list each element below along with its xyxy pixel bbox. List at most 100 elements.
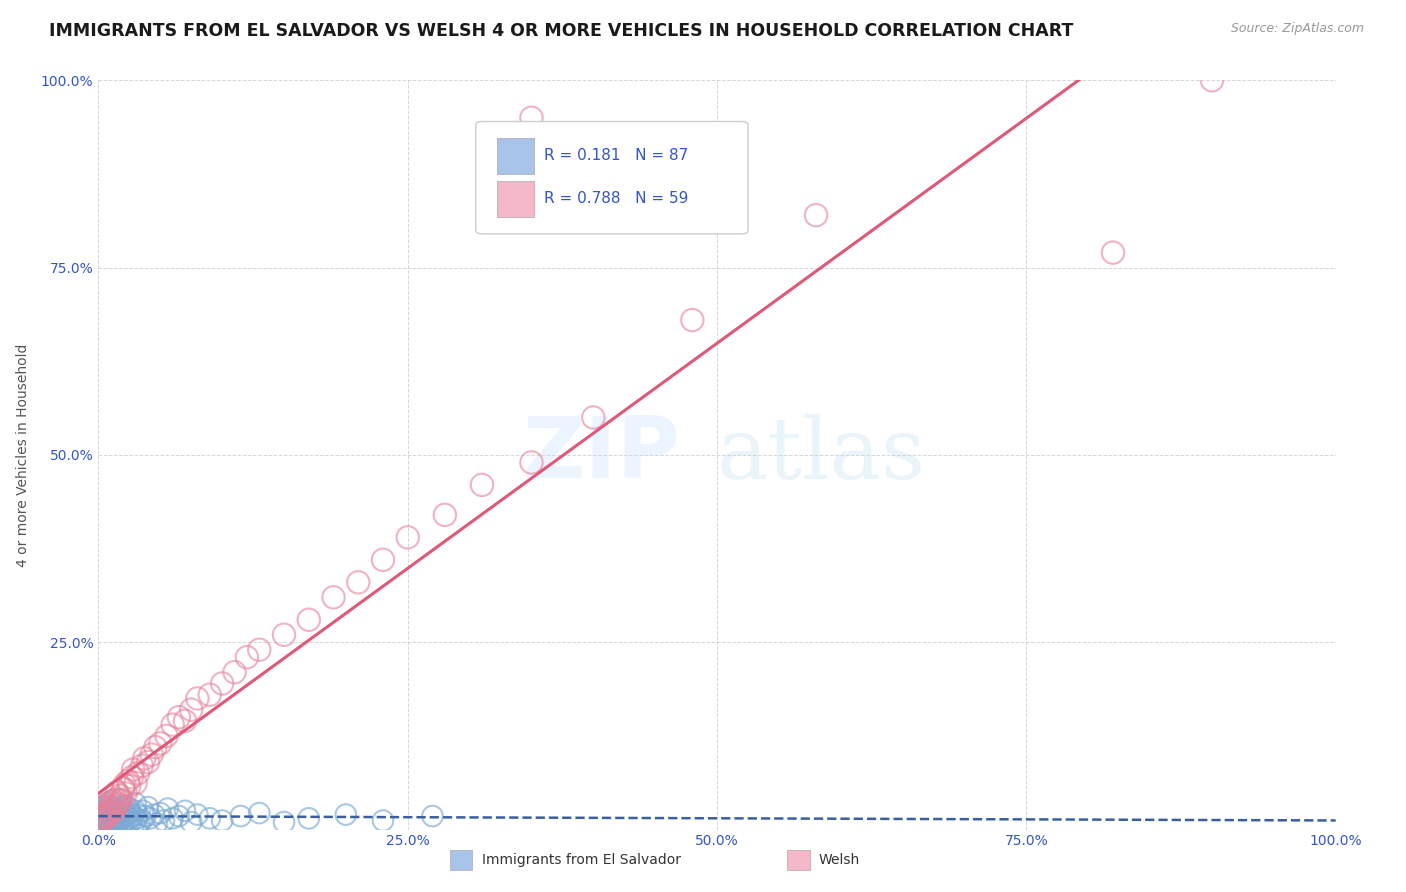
Point (371, 553, 394, 567)
Point (96, 797, 118, 811)
Point (110, 804, 132, 818)
Point (114, 798, 136, 813)
Point (107, 809, 129, 823)
Point (100, 819, 122, 833)
Point (105, 798, 128, 813)
Point (273, 628, 295, 642)
Point (90, 819, 112, 833)
Point (180, 815, 202, 830)
Point (107, 797, 129, 811)
Point (100, 794, 122, 808)
Point (236, 650, 259, 665)
Point (153, 814, 176, 828)
Point (100, 806, 122, 821)
Point (112, 815, 135, 830)
Point (162, 811, 184, 825)
Point (108, 800, 131, 814)
Point (93, 809, 115, 823)
FancyBboxPatch shape (475, 121, 748, 234)
Point (371, 814, 394, 828)
Point (121, 814, 143, 828)
Point (131, 759, 153, 773)
Point (149, 736, 172, 750)
Point (162, 717, 184, 731)
Point (247, 642, 270, 657)
Point (90, 811, 112, 825)
Point (167, 809, 190, 823)
Point (124, 804, 146, 818)
Point (186, 807, 208, 822)
Point (131, 814, 153, 828)
Point (124, 816, 146, 830)
Point (104, 792, 127, 806)
Point (1102, 245, 1125, 260)
Point (110, 792, 132, 806)
Point (1201, 73, 1223, 87)
Point (103, 800, 125, 814)
Text: Welsh: Welsh (818, 853, 859, 867)
Point (98, 804, 121, 818)
Point (97, 798, 120, 813)
Point (108, 789, 131, 803)
Point (98, 811, 121, 825)
Point (117, 773, 139, 788)
Point (93, 819, 115, 833)
Point (174, 804, 197, 818)
Text: Immigrants from El Salvador: Immigrants from El Salvador (482, 853, 682, 867)
Point (110, 792, 132, 806)
Point (211, 676, 233, 690)
Point (145, 816, 167, 830)
FancyBboxPatch shape (496, 138, 534, 174)
Point (103, 801, 125, 815)
Point (105, 806, 128, 821)
Point (229, 809, 252, 823)
Point (101, 801, 124, 815)
Point (93, 814, 115, 828)
Point (91, 814, 114, 828)
Point (143, 740, 166, 755)
FancyBboxPatch shape (496, 181, 534, 217)
Point (93, 807, 115, 822)
Point (156, 801, 179, 815)
Point (118, 811, 141, 825)
Point (97, 815, 120, 830)
Point (582, 410, 605, 425)
Point (112, 801, 135, 815)
Point (118, 801, 141, 815)
Point (273, 815, 295, 830)
Point (96, 801, 118, 815)
Point (104, 804, 127, 818)
Point (211, 814, 233, 828)
Point (94, 819, 117, 833)
Point (111, 811, 134, 825)
Point (433, 508, 456, 522)
Point (804, 208, 827, 222)
Point (90, 811, 112, 825)
Point (93, 809, 115, 823)
Point (224, 665, 246, 680)
Point (134, 809, 156, 823)
Point (103, 807, 125, 822)
Point (132, 804, 155, 818)
Point (91, 816, 114, 830)
Point (100, 800, 122, 814)
Point (93, 800, 115, 814)
Point (118, 779, 141, 793)
Point (97, 807, 120, 822)
Point (120, 806, 142, 821)
Point (114, 814, 136, 828)
Point (101, 806, 124, 821)
Point (471, 478, 494, 492)
Point (108, 814, 131, 828)
Point (105, 815, 128, 830)
Point (89, 815, 111, 830)
Point (139, 811, 162, 825)
Point (520, 455, 543, 469)
Point (94, 811, 117, 825)
Point (97, 797, 120, 811)
Point (97, 807, 120, 822)
Text: ZIP: ZIP (522, 413, 681, 497)
Point (115, 807, 138, 822)
Point (520, 111, 543, 125)
Point (149, 806, 172, 821)
